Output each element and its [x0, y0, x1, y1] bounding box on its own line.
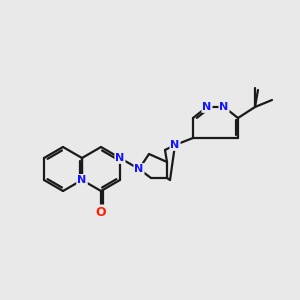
Text: N: N [219, 102, 229, 112]
Text: N: N [116, 153, 124, 163]
Text: N: N [134, 164, 144, 174]
Text: N: N [77, 175, 87, 185]
Text: N: N [77, 175, 87, 185]
Text: N: N [170, 140, 180, 150]
Text: O: O [96, 206, 106, 218]
Text: N: N [202, 102, 211, 112]
